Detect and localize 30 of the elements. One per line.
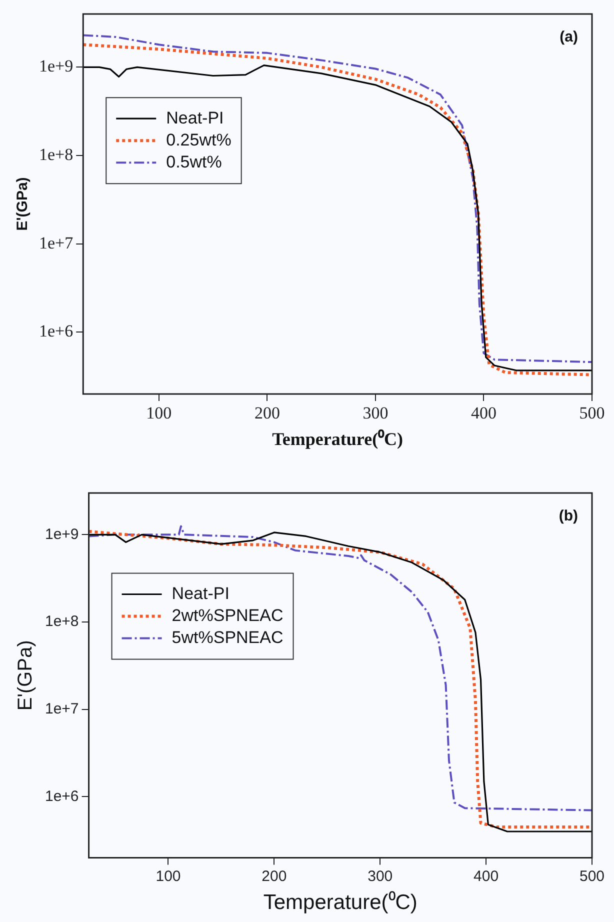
legend-label: 0.5wt% bbox=[166, 152, 222, 172]
legend-label: 2wt%SPNEAC bbox=[172, 606, 284, 625]
y-tick-label: 1e+8 bbox=[44, 613, 79, 630]
y-tick-label: 1e+6 bbox=[44, 788, 79, 805]
x-tick-label: 500 bbox=[579, 868, 605, 885]
x-tick-label: 100 bbox=[156, 868, 181, 885]
y-tick-label: 1e+9 bbox=[44, 526, 79, 543]
y-tick-label: 1e+9 bbox=[38, 56, 74, 76]
x-tick-label: 200 bbox=[262, 868, 287, 885]
x-tick-label: 300 bbox=[368, 868, 393, 885]
y-tick-label: 1e+6 bbox=[38, 322, 74, 341]
x-tick-label: 500 bbox=[579, 404, 605, 423]
y-axis-title: E'(GPa) bbox=[14, 640, 37, 711]
y-tick-label: 1e+8 bbox=[38, 145, 74, 164]
text: (b) bbox=[558, 508, 578, 525]
x-axis-title: Temperature(⁰C) bbox=[263, 891, 418, 914]
x-tick-label: 400 bbox=[474, 868, 499, 885]
x-tick-label: 300 bbox=[362, 404, 388, 423]
x-tick-label: 100 bbox=[146, 404, 172, 423]
x-tick-label: 200 bbox=[254, 404, 280, 423]
y-tick-label: 1e+7 bbox=[44, 700, 79, 718]
y-axis-title: E'(GPa) bbox=[14, 177, 32, 231]
y-tick-label: 1e+7 bbox=[38, 233, 74, 252]
legend-label: Neat-PI bbox=[166, 108, 224, 128]
text: (a) bbox=[560, 28, 578, 46]
legend-label: 5wt%SPNEAC bbox=[172, 628, 284, 647]
legend-label: Neat-PI bbox=[172, 584, 230, 603]
x-axis-title: Temperature(⁰C) bbox=[272, 428, 404, 449]
legend-label: 0.25wt% bbox=[166, 130, 232, 150]
x-tick-label: 400 bbox=[470, 404, 496, 423]
